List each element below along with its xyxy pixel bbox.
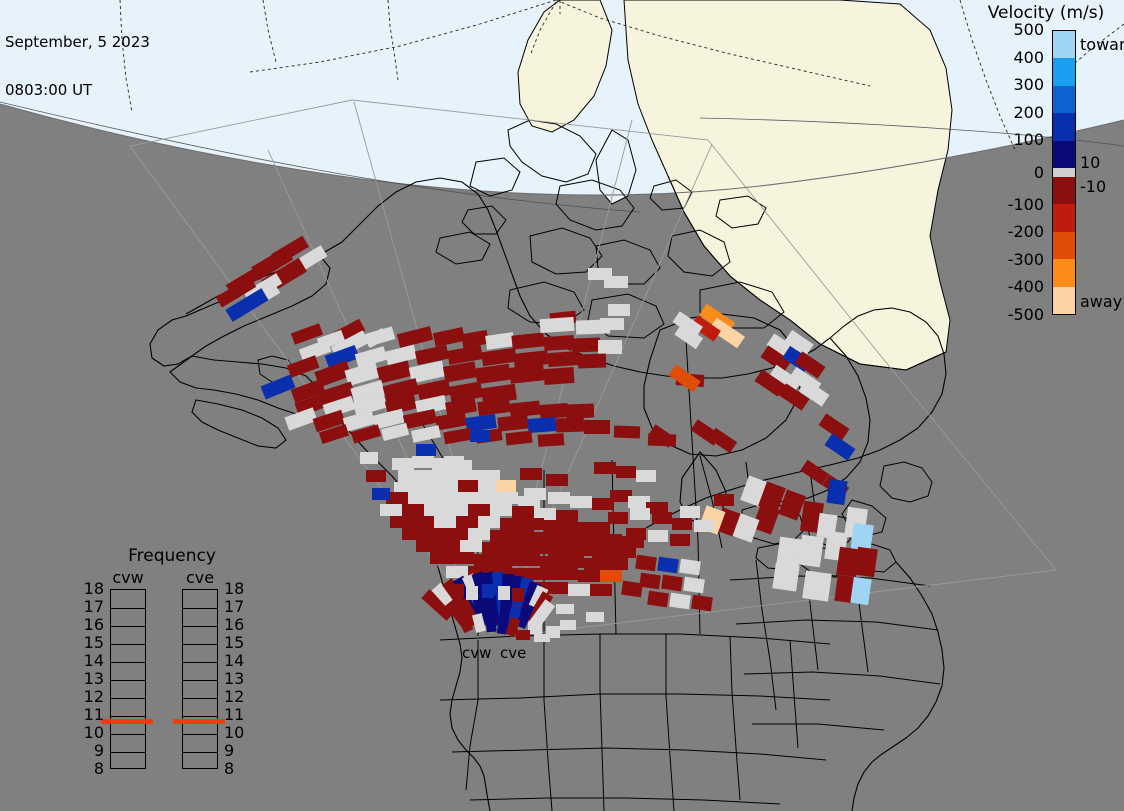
velocity-toward-label: toward bbox=[1080, 34, 1124, 54]
frequency-tick-label: 18 bbox=[224, 579, 245, 598]
frequency-gridline bbox=[111, 680, 145, 681]
frequency-tick-label: 9 bbox=[93, 741, 104, 760]
timestamp-date: September, 5 2023 bbox=[5, 33, 150, 51]
velocity-tick-label: 200 bbox=[1013, 102, 1044, 122]
velocity-segment bbox=[1053, 58, 1075, 86]
frequency-gridline bbox=[111, 734, 145, 735]
nova-scotia bbox=[841, 499, 887, 537]
frequency-scale-cve bbox=[173, 589, 225, 769]
frequency-gridline bbox=[183, 626, 217, 627]
velocity-tick-label: -100 bbox=[1007, 194, 1044, 214]
us-state-boundaries bbox=[439, 455, 941, 811]
frequency-tick-label: 15 bbox=[83, 633, 104, 652]
frequency-tick-label: 9 bbox=[224, 741, 235, 760]
frequency-tick-label: 11 bbox=[83, 705, 104, 724]
velocity-legend: Velocity (m/s) 500 400 300 200 100 0 -100 -200 -… bbox=[960, 0, 1124, 340]
frequency-tick-label: 8 bbox=[93, 759, 104, 778]
day-night-terminator bbox=[0, 103, 1124, 196]
frequency-tick-label: 14 bbox=[224, 651, 245, 670]
velocity-segment bbox=[1053, 259, 1075, 287]
frequency-column-header-cvw: cvw bbox=[112, 568, 144, 587]
velocity-tick-label: 400 bbox=[1013, 47, 1044, 67]
velocity-segment bbox=[1053, 204, 1075, 232]
frequency-tick-label: 17 bbox=[83, 597, 104, 616]
frequency-tick-label: 11 bbox=[224, 705, 245, 724]
greenland-coast-night bbox=[667, 175, 947, 371]
velocity-minus-ten-label: -10 bbox=[1080, 177, 1107, 197]
frequency-gridline bbox=[111, 644, 145, 645]
radar-velocity-cells bbox=[215, 235, 878, 642]
velocity-tick-label: 500 bbox=[1013, 20, 1044, 39]
pacific-coast bbox=[321, 401, 491, 811]
velocity-tick-label: -200 bbox=[1007, 222, 1044, 242]
frequency-tick-label: 15 bbox=[224, 633, 245, 652]
frequency-tick-label: 18 bbox=[83, 579, 104, 598]
velocity-segment bbox=[1053, 85, 1075, 114]
velocity-segment bbox=[1053, 113, 1075, 141]
velocity-segment bbox=[1053, 231, 1075, 260]
coordinate-grid bbox=[119, 0, 1124, 153]
velocity-segment bbox=[1053, 31, 1075, 59]
frequency-tick-label: 8 bbox=[224, 759, 235, 778]
velocity-tick-label: -500 bbox=[1007, 305, 1044, 324]
velocity-legend-title: Velocity (m/s) bbox=[987, 3, 1105, 23]
frequency-gridline bbox=[111, 662, 145, 663]
velocity-segment bbox=[1053, 168, 1075, 177]
frequency-tick-label: 12 bbox=[83, 687, 104, 706]
velocity-away-label: away bbox=[1080, 292, 1123, 312]
alaska-peninsula bbox=[191, 399, 287, 449]
frequency-tick-label: 16 bbox=[83, 615, 104, 634]
frequency-marker-cve bbox=[173, 719, 225, 725]
frequency-gridline bbox=[183, 734, 217, 735]
frequency-tick-label: 14 bbox=[83, 651, 104, 670]
timestamp-overlay: September, 5 2023 0803:00 UT bbox=[5, 2, 150, 130]
velocity-colorbar bbox=[1052, 30, 1076, 315]
velocity-segment bbox=[1053, 140, 1075, 169]
frequency-tick-label: 17 bbox=[224, 597, 245, 616]
radar-site-label-cvw: cvw bbox=[462, 644, 492, 662]
frequency-gridline bbox=[111, 608, 145, 609]
velocity-plus-ten-label: 10 bbox=[1080, 152, 1101, 172]
frequency-gridline bbox=[183, 644, 217, 645]
frequency-tick-label: 12 bbox=[224, 687, 245, 706]
velocity-tick-label: 0 bbox=[1033, 162, 1044, 182]
ellesmere-sunlit bbox=[517, 0, 613, 133]
radar-site-label-cve: cve bbox=[500, 644, 527, 662]
frequency-legend: Frequency cvw 18 17 16 15 14 13 12 11 10 9 8 cve 18 17… bbox=[82, 546, 262, 786]
frequency-tick-label: 13 bbox=[83, 669, 104, 688]
arctic-archipelago bbox=[435, 119, 785, 339]
frequency-tick-label: 16 bbox=[224, 615, 245, 634]
frequency-tick-label: 10 bbox=[83, 723, 104, 742]
newfoundland bbox=[879, 461, 933, 503]
velocity-tick-label: -300 bbox=[1007, 249, 1044, 269]
frequency-scale-cvw bbox=[101, 589, 153, 769]
frequency-gridline bbox=[183, 698, 217, 699]
frequency-gridline bbox=[183, 680, 217, 681]
frequency-tick-label: 10 bbox=[224, 723, 245, 742]
us-east-coast bbox=[851, 561, 945, 811]
frequency-marker-cvw bbox=[101, 719, 153, 725]
frequency-tick-label: 13 bbox=[224, 669, 245, 688]
velocity-segment bbox=[1053, 176, 1075, 205]
frequency-gridline bbox=[111, 716, 145, 717]
frequency-gridline bbox=[111, 698, 145, 699]
timestamp-time: 0803:00 UT bbox=[5, 81, 93, 99]
frequency-legend-title: Frequency bbox=[128, 546, 216, 566]
frequency-gridline bbox=[111, 626, 145, 627]
velocity-tick-label: 100 bbox=[1013, 130, 1044, 150]
frequency-gridline bbox=[183, 608, 217, 609]
frequency-gridline bbox=[111, 752, 145, 753]
frequency-gridline bbox=[183, 752, 217, 753]
frequency-gridline bbox=[183, 662, 217, 663]
frequency-gridline bbox=[183, 716, 217, 717]
velocity-tick-label: 300 bbox=[1013, 75, 1044, 95]
velocity-segment bbox=[1053, 286, 1075, 314]
frequency-column-header-cve: cve bbox=[185, 568, 215, 587]
velocity-tick-label: -400 bbox=[1007, 277, 1044, 297]
hudson-bay bbox=[643, 313, 803, 457]
